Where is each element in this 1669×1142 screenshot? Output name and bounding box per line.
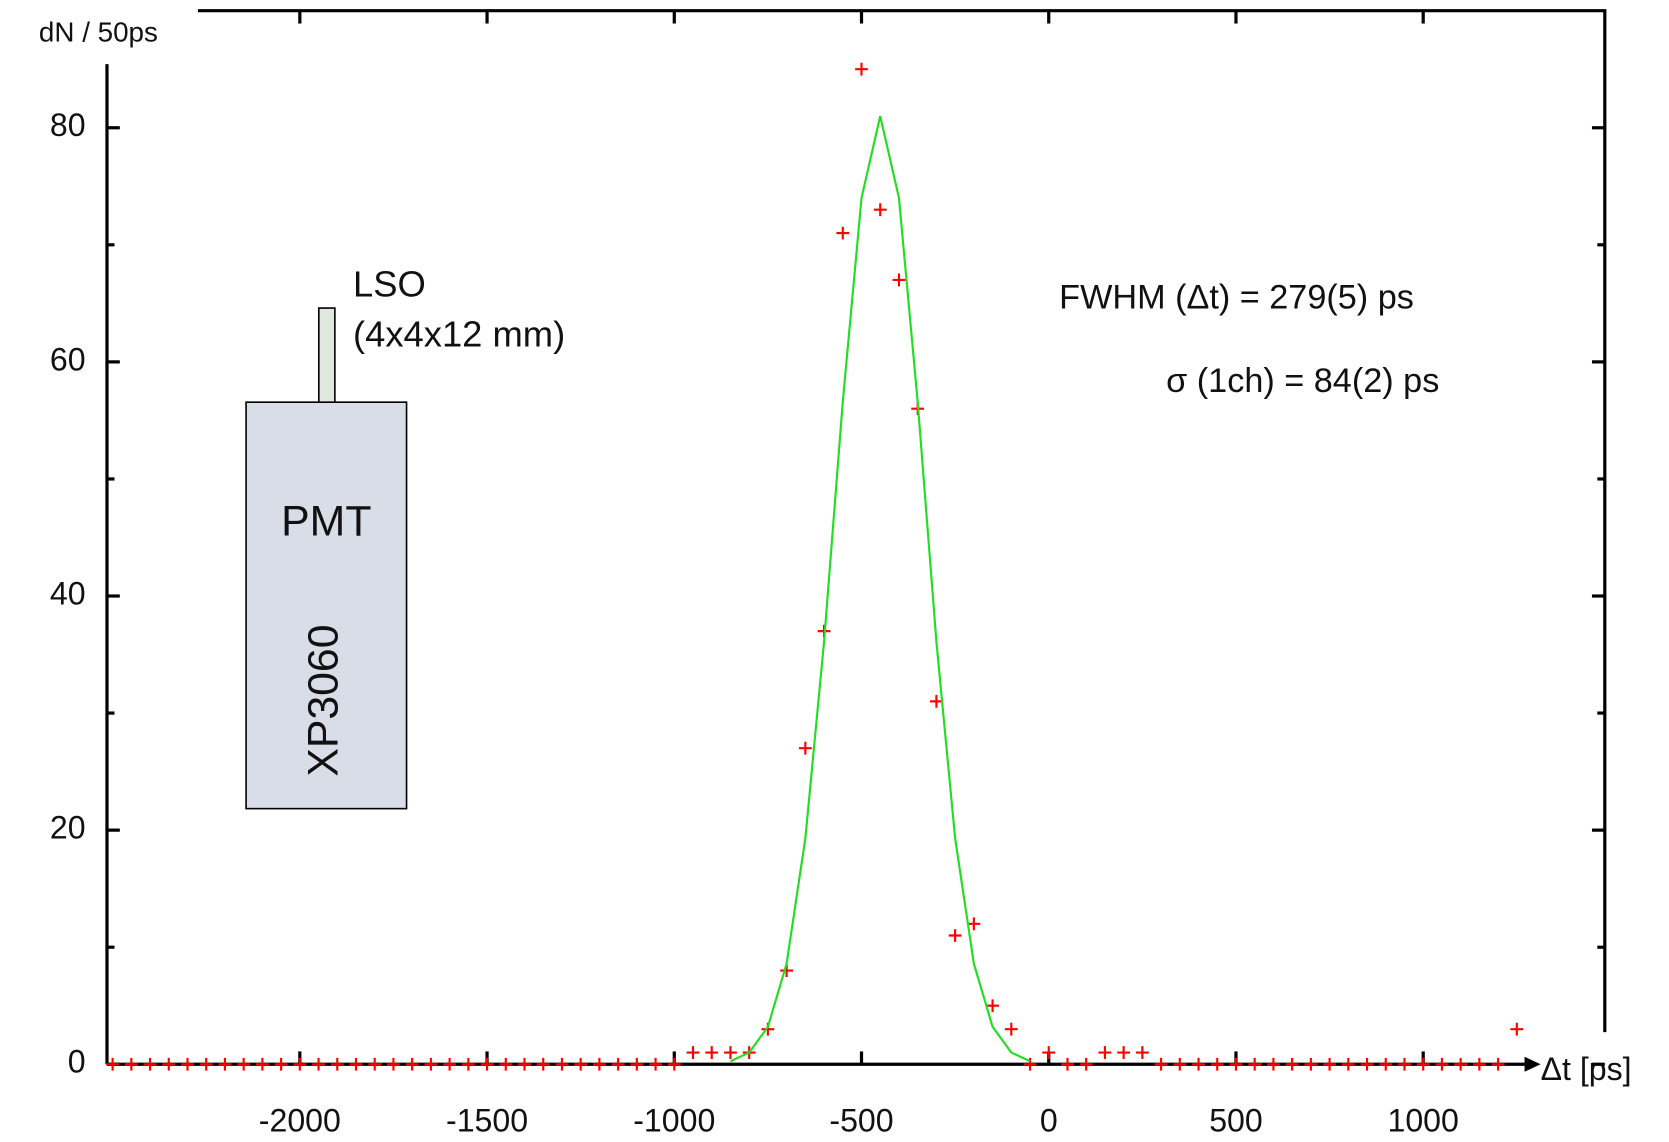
data-point xyxy=(1285,1057,1299,1071)
y-tick-label: 60 xyxy=(50,341,86,377)
y-tick-label: 0 xyxy=(68,1044,86,1080)
data-point xyxy=(555,1057,569,1071)
data-point xyxy=(592,1057,606,1071)
data-point xyxy=(1323,1057,1337,1071)
data-point xyxy=(368,1057,382,1071)
y-tick-label: 40 xyxy=(50,575,86,611)
data-point xyxy=(181,1057,194,1071)
data-point xyxy=(630,1057,644,1071)
x-tick-label: -2000 xyxy=(259,1103,341,1137)
data-point xyxy=(855,62,868,76)
data-point xyxy=(1173,1057,1187,1071)
data-point xyxy=(1098,1046,1112,1059)
data-point xyxy=(1248,1057,1262,1071)
data-point xyxy=(1004,1022,1018,1036)
y-tick-label: 20 xyxy=(50,810,86,846)
data-point xyxy=(199,1057,213,1071)
x-tick-label: -1500 xyxy=(446,1103,528,1137)
data-point xyxy=(461,1057,475,1071)
data-point xyxy=(162,1057,176,1071)
annotation: FWHM (Δt) = 279(5) ps xyxy=(1059,279,1414,317)
y-tick-label: 80 xyxy=(50,107,86,143)
data-point xyxy=(948,929,962,942)
data-point xyxy=(967,917,981,931)
pmt-box xyxy=(245,401,408,810)
frame xyxy=(197,9,1607,1033)
data-point xyxy=(1360,1057,1374,1071)
data-point xyxy=(667,1057,681,1071)
data-point xyxy=(724,1046,737,1059)
annotation: PMT xyxy=(281,497,371,545)
data-point xyxy=(1229,1057,1243,1071)
data-point xyxy=(1454,1057,1468,1071)
data-point xyxy=(986,999,999,1013)
data-point xyxy=(1135,1046,1149,1059)
x-tick-label: 1000 xyxy=(1388,1103,1459,1137)
data-point xyxy=(387,1057,400,1071)
data-point xyxy=(1266,1057,1280,1071)
data-point xyxy=(1491,1057,1505,1071)
data-point xyxy=(1154,1057,1168,1071)
data-point xyxy=(611,1057,625,1071)
data-point xyxy=(1341,1057,1355,1071)
data-point xyxy=(1398,1057,1411,1071)
data-point xyxy=(686,1046,700,1059)
data-point xyxy=(929,694,943,708)
x-tick-label: -500 xyxy=(829,1103,893,1137)
y-axis-label: dN / 50ps xyxy=(39,17,158,48)
data-point xyxy=(705,1046,719,1059)
data-point xyxy=(293,1057,307,1071)
data-point xyxy=(106,1057,120,1071)
data-point xyxy=(574,1057,588,1071)
annotation: XP3060 xyxy=(300,625,348,777)
annotation: (4x4x12 mm) xyxy=(353,314,565,355)
data-point xyxy=(892,273,906,287)
x-tick-label: -1000 xyxy=(633,1103,715,1137)
data-point xyxy=(536,1057,550,1071)
x-axis-label: Δt [ps] xyxy=(1541,1051,1632,1087)
data-point xyxy=(1061,1057,1074,1071)
data-point xyxy=(836,226,850,240)
data-point xyxy=(443,1057,457,1071)
annotation: LSO xyxy=(353,263,426,304)
axis-arrow xyxy=(1524,1056,1541,1072)
data-point xyxy=(1304,1057,1318,1071)
data-point xyxy=(1510,1022,1524,1036)
data-point xyxy=(1416,1057,1430,1071)
data-point xyxy=(1472,1057,1486,1071)
data-point xyxy=(480,1057,494,1071)
data-point xyxy=(1379,1057,1393,1071)
data-point xyxy=(349,1057,363,1071)
data-point xyxy=(1210,1057,1224,1071)
data-point xyxy=(499,1057,513,1071)
data-point xyxy=(518,1057,531,1071)
data-point xyxy=(1042,1046,1056,1059)
data-point xyxy=(798,741,812,755)
data-point xyxy=(1435,1057,1449,1071)
crystal xyxy=(318,307,336,403)
data-point xyxy=(424,1057,438,1071)
data-point xyxy=(274,1057,288,1071)
data-point xyxy=(237,1057,251,1071)
data-point xyxy=(218,1057,232,1071)
data-point xyxy=(255,1057,269,1071)
annotation: σ (1ch) = 84(2) ps xyxy=(1166,362,1439,400)
x-tick-label: 0 xyxy=(1040,1103,1058,1137)
data-point xyxy=(1023,1057,1037,1071)
data-point xyxy=(873,203,887,217)
data-point xyxy=(143,1057,157,1071)
fit-curve xyxy=(730,115,1031,1063)
data-point xyxy=(312,1057,325,1071)
data-point xyxy=(1192,1057,1205,1071)
data-point xyxy=(649,1057,662,1071)
data-point xyxy=(1117,1046,1131,1059)
data-point xyxy=(405,1057,419,1071)
x-tick-label: 500 xyxy=(1209,1103,1263,1137)
data-point xyxy=(1079,1057,1093,1071)
data-point xyxy=(124,1057,138,1071)
data-point xyxy=(330,1057,344,1071)
